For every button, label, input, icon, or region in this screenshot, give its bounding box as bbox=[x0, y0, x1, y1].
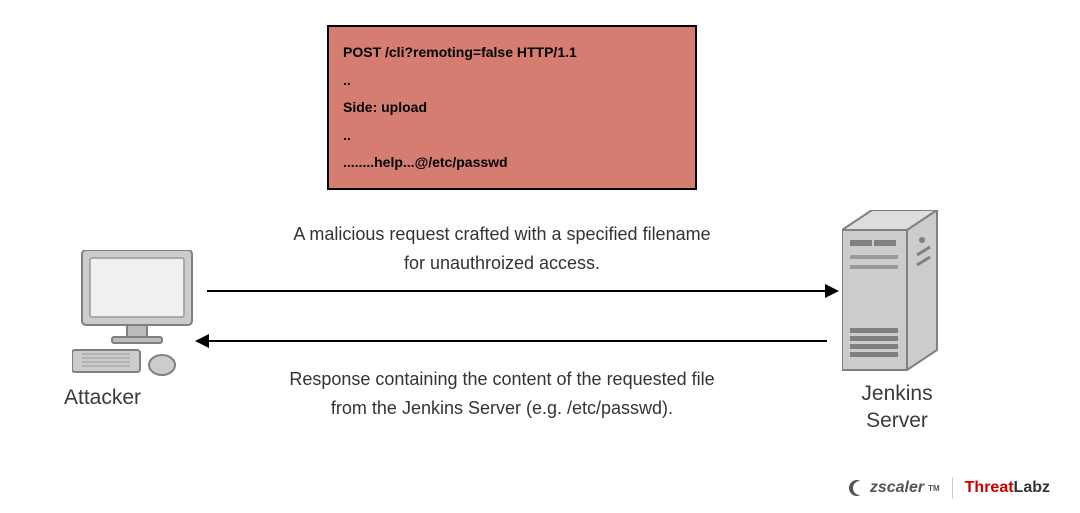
threatlabz-logo: ThreatLabz bbox=[965, 479, 1050, 497]
response-arrow-head bbox=[195, 334, 209, 348]
resp-text-2: from the Jenkins Server (e.g. /etc/passw… bbox=[331, 398, 673, 418]
resp-text-1: Response containing the content of the r… bbox=[289, 369, 714, 389]
zscaler-logo: zscaler TM bbox=[848, 479, 940, 497]
response-arrow-line bbox=[207, 340, 827, 342]
attacker-label: Attacker bbox=[64, 386, 141, 410]
threat-text: Threat bbox=[965, 479, 1014, 496]
zscaler-swirl-icon bbox=[848, 479, 866, 497]
server-label: Jenkins Server bbox=[847, 380, 947, 435]
server-icon bbox=[842, 210, 947, 375]
http-request-box: POST /cli?remoting=false HTTP/1.1 .. Sid… bbox=[327, 25, 697, 190]
footer-divider bbox=[952, 477, 953, 499]
request-arrow-head bbox=[825, 284, 839, 298]
req-text-1: A malicious request crafted with a speci… bbox=[293, 224, 710, 244]
server-label-2: Server bbox=[866, 409, 928, 432]
request-arrow-label: A malicious request crafted with a speci… bbox=[222, 220, 782, 278]
req-line-3: Side: upload bbox=[343, 94, 681, 121]
computer-icon bbox=[72, 250, 207, 380]
req-line-1: POST /cli?remoting=false HTTP/1.1 bbox=[343, 39, 681, 66]
attack-diagram: Attacker Jenkins Server A malicious requ… bbox=[72, 210, 1012, 460]
request-arrow-line bbox=[207, 290, 827, 292]
response-arrow-label: Response containing the content of the r… bbox=[222, 365, 782, 423]
req-line-2: .. bbox=[343, 67, 681, 94]
tm-text: TM bbox=[928, 484, 940, 493]
req-text-2: for unauthroized access. bbox=[404, 253, 600, 273]
server-label-1: Jenkins bbox=[861, 382, 932, 405]
labz-text: Labz bbox=[1014, 479, 1050, 496]
footer-branding: zscaler TM ThreatLabz bbox=[848, 477, 1050, 499]
zscaler-text: zscaler bbox=[870, 479, 924, 497]
req-line-5: ........help...@/etc/passwd bbox=[343, 149, 681, 176]
req-line-4: .. bbox=[343, 122, 681, 149]
